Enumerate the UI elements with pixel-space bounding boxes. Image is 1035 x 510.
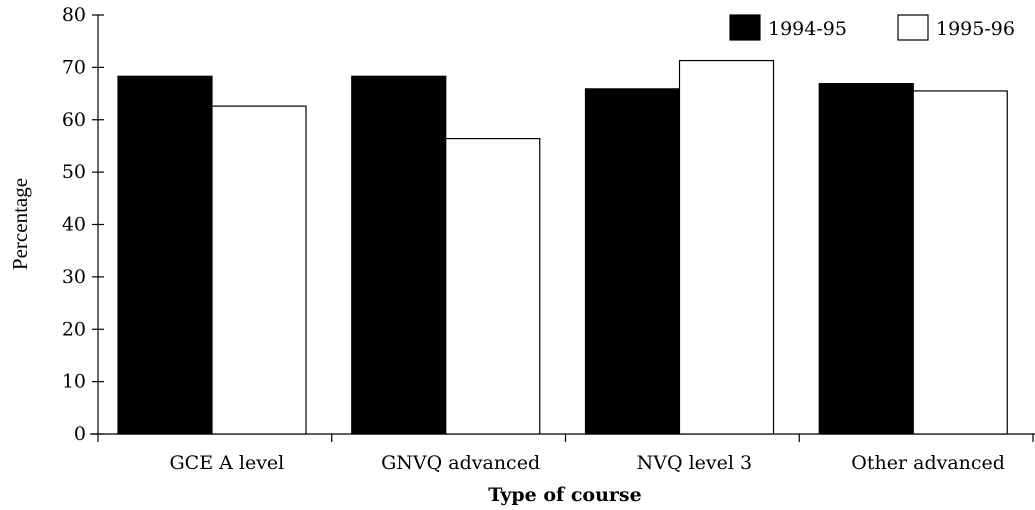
y-tick-label: 10 bbox=[62, 371, 86, 393]
y-tick-label: 0 bbox=[74, 423, 86, 445]
x-tick-label: GCE A level bbox=[169, 452, 284, 474]
y-tick-label: 20 bbox=[62, 318, 86, 340]
bars bbox=[118, 61, 1007, 434]
y-tick-label: 70 bbox=[62, 56, 86, 78]
x-tick-label: Other advanced bbox=[851, 452, 1005, 474]
bar-1994-95-gnvq-advanced bbox=[352, 76, 446, 434]
bar-1995-96-gce-a-level bbox=[212, 106, 306, 434]
bar-1995-96-nvq-level-3 bbox=[680, 61, 774, 434]
y-axis-label: Percentage bbox=[8, 178, 32, 270]
y-tick-label: 60 bbox=[62, 109, 86, 131]
x-axis: GCE A level GNVQ advanced NVQ level 3 Other… bbox=[90, 434, 1035, 474]
legend-swatch bbox=[730, 15, 760, 40]
legend-label: 1995-96 bbox=[936, 18, 1015, 40]
bar-1995-96-gnvq-advanced bbox=[446, 139, 540, 434]
y-tick-label: 50 bbox=[62, 161, 86, 183]
bar-1994-95-gce-a-level bbox=[118, 76, 212, 434]
x-tick-label: NVQ level 3 bbox=[637, 452, 752, 474]
legend-label: 1994-95 bbox=[768, 18, 847, 40]
x-axis-label: Type of course bbox=[488, 484, 641, 506]
y-axis: 0 10 20 30 40 50 60 70 80 bbox=[62, 4, 104, 445]
y-tick-label: 80 bbox=[62, 4, 86, 26]
legend-swatch bbox=[898, 15, 928, 40]
x-tick-label: GNVQ advanced bbox=[381, 452, 540, 474]
legend: 1994-95 1995-96 bbox=[730, 15, 1015, 40]
bar-1994-95-other-advanced bbox=[819, 84, 913, 434]
bar-1995-96-other-advanced bbox=[913, 91, 1007, 434]
y-tick-label: 30 bbox=[62, 266, 86, 288]
y-tick-label: 40 bbox=[62, 214, 86, 236]
bar-1994-95-nvq-level-3 bbox=[586, 89, 680, 434]
